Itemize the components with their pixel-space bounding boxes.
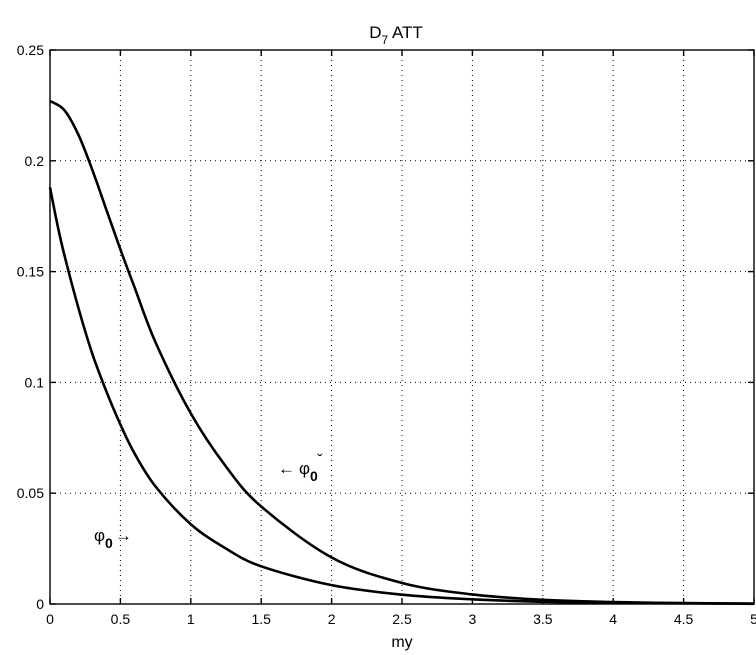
y-tick-labels: 0 0.05 0.1 0.15 0.2 0.25 [17, 42, 44, 612]
y-tick-label: 0.05 [17, 485, 44, 501]
annotation-lower-subscript: 0 [105, 535, 113, 551]
y-tick-label: 0 [36, 596, 44, 612]
tick-marks [49, 49, 755, 605]
annotation-upper-subscript: 0 [310, 468, 318, 484]
x-axis-label: my [391, 634, 412, 651]
y-tick-label: 0.25 [17, 42, 44, 58]
svg-text:←φ0: ← φ0 [278, 459, 318, 484]
y-tick-label: 0.15 [17, 264, 44, 280]
x-tick-label: 3.5 [533, 611, 553, 627]
annotation-lower-curve: φ0 → [94, 526, 132, 551]
annotation-upper-accent: ˇ [317, 451, 323, 470]
x-tick-label: 2 [328, 611, 336, 627]
x-tick-label: 1.5 [251, 611, 271, 627]
chart-title-subscript: 7 [381, 33, 388, 47]
x-tick-label: 4 [609, 611, 617, 627]
x-tick-label: 0.5 [111, 611, 131, 627]
annotation-lower-phi: φ [94, 526, 105, 545]
x-tick-label: 3 [469, 611, 477, 627]
annotation-upper-phi: φ [299, 459, 310, 478]
chart-title: D7 ATT [369, 23, 423, 47]
series-line-lower [48, 187, 755, 606]
y-tick-label: 0.2 [25, 153, 45, 169]
series-curves [48, 99, 755, 606]
series-line-upper [49, 99, 755, 605]
annotation-upper-curve: ← φ0 ˇ [278, 451, 323, 484]
annotation-lower-arrow: → [115, 526, 132, 545]
x-tick-label: 0 [46, 611, 54, 627]
x-tick-label: 4.5 [674, 611, 694, 627]
grid-lines [50, 50, 754, 604]
x-tick-label: 2.5 [392, 611, 412, 627]
chart-title-main: D [369, 23, 381, 42]
chart-title-rest: ATT [388, 23, 423, 42]
annotation-upper-arrow: ← [278, 459, 295, 478]
x-tick-label: 5 [750, 611, 756, 627]
x-tick-label: 1 [187, 611, 195, 627]
y-tick-label: 0.1 [25, 374, 45, 390]
svg-text:φ0→: φ0 → [94, 526, 132, 551]
x-tick-labels: 0 0.5 1 1.5 2 2.5 3 3.5 4 4.5 5 [46, 611, 756, 627]
